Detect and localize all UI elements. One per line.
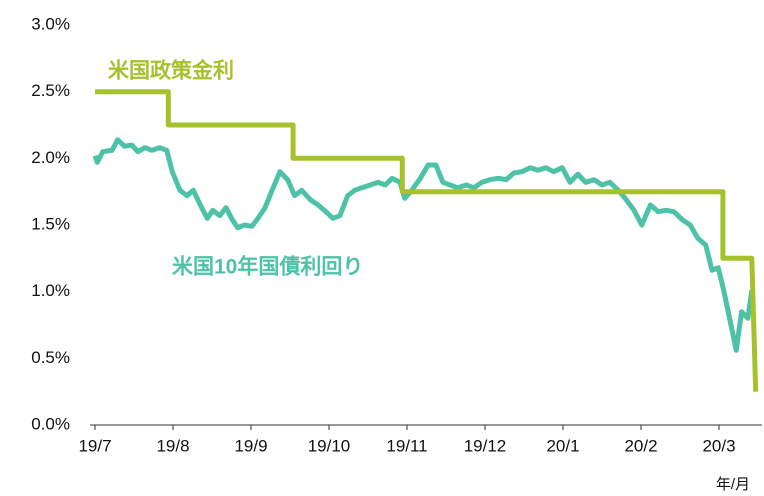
x-tick-label: 20/1 bbox=[546, 436, 579, 455]
x-tick-label: 19/9 bbox=[234, 436, 267, 455]
line bbox=[95, 89, 759, 392]
x-tick-label: 19/11 bbox=[386, 436, 427, 455]
y-tick-label: 3.0% bbox=[31, 14, 70, 33]
annotation: 米国政策金利 bbox=[108, 59, 234, 83]
y-tick-label: 2.5% bbox=[31, 81, 70, 100]
x-tick-label: 19/7 bbox=[78, 436, 111, 455]
x-tick-label: 20/3 bbox=[702, 436, 735, 455]
x-tick-label: 19/8 bbox=[156, 436, 189, 455]
annotation: 米国10年国債利回り bbox=[172, 255, 363, 279]
line bbox=[92, 137, 755, 353]
y-tick-label: 0.0% bbox=[31, 414, 70, 433]
y-tick-label: 1.0% bbox=[31, 281, 70, 300]
x-tick-label: 19/12 bbox=[464, 436, 507, 455]
x-axis-label: 年/月 bbox=[716, 476, 750, 493]
x-tick-label: 20/2 bbox=[624, 436, 657, 455]
y-tick-label: 0.5% bbox=[31, 348, 70, 367]
y-tick-label: 2.0% bbox=[31, 148, 70, 167]
y-tick-label: 1.5% bbox=[31, 214, 70, 233]
x-tick-label: 19/10 bbox=[308, 436, 351, 455]
